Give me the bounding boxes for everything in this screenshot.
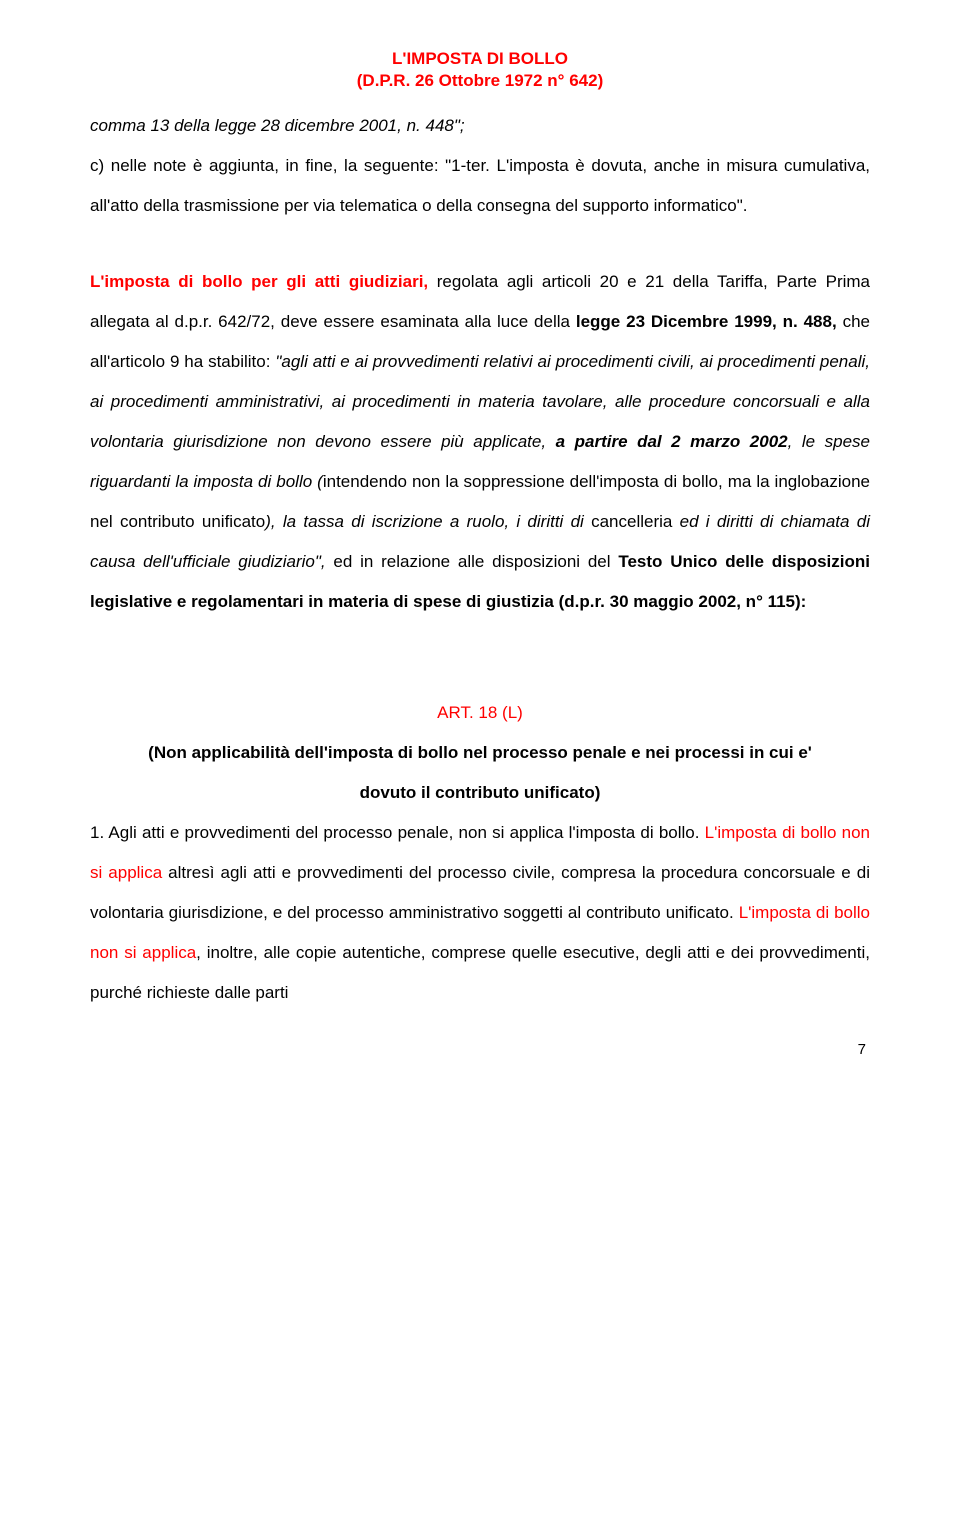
p2-s1a: L'imposta di bollo per gli atti giudizia… <box>90 272 428 291</box>
p3-t1: 1. Agli atti e provvedimenti del process… <box>90 823 705 842</box>
paragraph-2: L'imposta di bollo per gli atti giudizia… <box>90 262 870 621</box>
p2-s1j: cancelleria <box>591 512 672 531</box>
article-heading: ART. 18 (L) <box>90 693 870 733</box>
page-number: 7 <box>90 1041 870 1058</box>
spacer-1 <box>90 226 870 262</box>
page-subtitle: (D.P.R. 26 Ottobre 1972 n° 642) <box>90 70 870 92</box>
paragraph-1: comma 13 della legge 28 dicembre 2001, n… <box>90 106 870 146</box>
p2-s1c: legge 23 Dicembre 1999, n. 488, <box>576 312 837 331</box>
spacer-2 <box>90 621 870 657</box>
spacer-2b <box>90 657 870 693</box>
p3-t5: , inoltre, alle copie autentiche, compre… <box>90 943 870 1002</box>
p2-s1f: a partire dal 2 marzo 2002 <box>556 432 788 451</box>
article-subheading-2: dovuto il contributo unificato) <box>90 773 870 813</box>
p2-s1l: ed in relazione alle disposizioni del <box>326 552 619 571</box>
p1-line2: c) nelle note è aggiunta, in fine, la se… <box>90 156 870 215</box>
paragraph-3: 1. Agli atti e provvedimenti del process… <box>90 813 870 1013</box>
paragraph-1b: c) nelle note è aggiunta, in fine, la se… <box>90 146 870 226</box>
p2-s1i: ), la tassa di iscrizione a ruolo, i dir… <box>265 512 591 531</box>
page-title: L'IMPOSTA DI BOLLO <box>90 48 870 70</box>
article-subheading-1: (Non applicabilità dell'imposta di bollo… <box>90 733 870 773</box>
document-page: L'IMPOSTA DI BOLLO (D.P.R. 26 Ottobre 19… <box>0 0 960 1098</box>
p1-line1: comma 13 della legge 28 dicembre 2001, n… <box>90 116 465 135</box>
